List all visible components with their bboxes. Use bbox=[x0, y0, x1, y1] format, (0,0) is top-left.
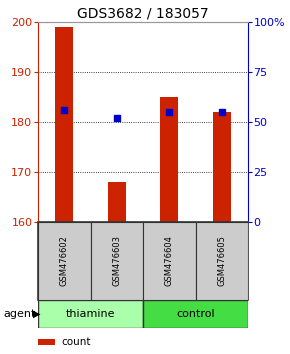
Bar bbox=[38, 300, 143, 328]
Text: GSM476605: GSM476605 bbox=[217, 235, 226, 286]
Bar bbox=[108, 182, 126, 222]
Bar bbox=[143, 222, 195, 300]
Text: GSM476604: GSM476604 bbox=[165, 235, 174, 286]
Bar bbox=[55, 27, 73, 222]
Bar bbox=[38, 222, 90, 300]
Bar bbox=[213, 112, 231, 222]
Text: ▶: ▶ bbox=[33, 309, 41, 319]
Bar bbox=[90, 222, 143, 300]
Text: agent: agent bbox=[3, 309, 35, 319]
Bar bbox=[195, 222, 248, 300]
Text: thiamine: thiamine bbox=[66, 309, 115, 319]
Bar bbox=[143, 300, 248, 328]
Bar bbox=[160, 97, 178, 222]
Bar bbox=[38, 339, 55, 345]
Title: GDS3682 / 183057: GDS3682 / 183057 bbox=[77, 7, 209, 21]
Text: count: count bbox=[61, 337, 90, 347]
Text: control: control bbox=[176, 309, 215, 319]
Text: GSM476603: GSM476603 bbox=[112, 235, 121, 286]
Text: GSM476602: GSM476602 bbox=[60, 235, 69, 286]
